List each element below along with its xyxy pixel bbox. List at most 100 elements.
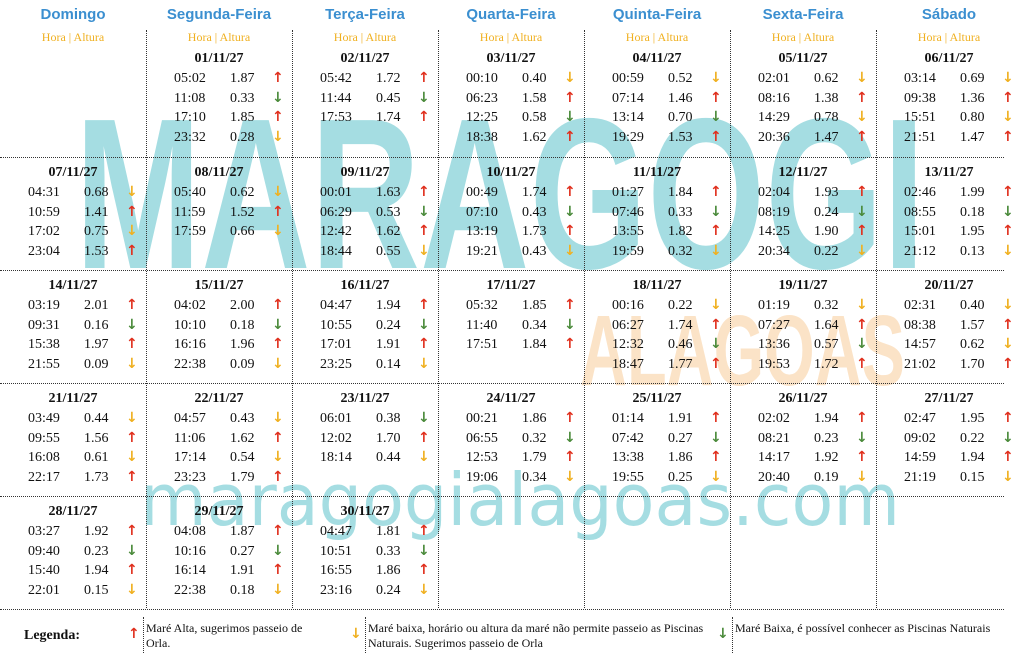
tide-arrow: ↓ <box>126 410 138 426</box>
tide-time: 12:42 <box>320 224 352 239</box>
tide-time: 07:10 <box>466 204 498 220</box>
tide-arrow: ↓ <box>272 316 284 333</box>
tide-height: 1.95 <box>960 411 985 426</box>
tide-arrow: ↓ <box>272 89 284 106</box>
cell-date: 13/11/27 <box>924 165 974 180</box>
tide-time: 03:27 <box>28 524 60 539</box>
day-header: Quinta-Feira <box>612 6 702 23</box>
tide-time: 22:17 <box>28 469 60 485</box>
tide-arrow: ↓ <box>272 410 284 426</box>
tide-time: 07:27 <box>758 317 790 333</box>
tide-arrow: ↑ <box>856 449 868 465</box>
tide-arrow: ↓ <box>418 89 430 106</box>
cell-date: 09/11/27 <box>340 165 390 180</box>
tide-height: 1.77 <box>668 356 693 372</box>
tide-time: 17:14 <box>174 450 206 465</box>
tide-time: 11:40 <box>466 317 498 333</box>
tide-time: 10:16 <box>174 543 206 559</box>
tide-height: 0.14 <box>376 356 401 372</box>
cell-date: 16/11/27 <box>340 278 390 293</box>
tide-arrow: ↑ <box>1002 128 1014 145</box>
tide-arrow: ↑ <box>272 70 284 86</box>
tide-time: 03:49 <box>28 411 60 426</box>
tide-time: 22:01 <box>28 582 60 598</box>
tide-height: 1.95 <box>960 224 985 239</box>
tide-height: 1.62 <box>230 430 255 446</box>
tide-time: 10:59 <box>28 204 60 220</box>
tide-arrow: ↓ <box>418 242 430 259</box>
legend-divider <box>365 617 366 653</box>
tide-time: 09:55 <box>28 430 60 446</box>
tide-arrow: ↓ <box>710 429 722 446</box>
cell-date: 29/11/27 <box>194 504 244 519</box>
tide-arrow: ↑ <box>272 523 284 539</box>
tide-time: 21:12 <box>904 243 936 259</box>
cell-date: 30/11/27 <box>340 504 390 519</box>
tide-height: 0.09 <box>230 356 255 372</box>
tide-height: 1.84 <box>522 337 547 352</box>
tide-height: 1.41 <box>84 204 109 220</box>
tide-time: 00:16 <box>612 298 644 313</box>
tide-height: 0.57 <box>814 337 839 352</box>
tide-time: 23:04 <box>28 243 60 259</box>
tide-time: 06:27 <box>612 317 644 333</box>
tide-arrow: ↓ <box>710 336 722 352</box>
tide-height: 0.13 <box>960 243 985 259</box>
tide-height: 0.52 <box>668 71 693 86</box>
tide-arrow: ↑ <box>856 128 868 145</box>
tide-height: 1.96 <box>230 337 255 352</box>
tide-height: 1.99 <box>960 185 985 200</box>
watermark-main: MARAGOGI <box>75 73 925 314</box>
tide-height: 1.57 <box>960 317 985 333</box>
tide-arrow: ↓ <box>1002 109 1014 125</box>
tide-time: 02:31 <box>904 298 936 313</box>
tide-time: 17:59 <box>174 224 206 239</box>
tide-arrow: ↑ <box>710 355 722 372</box>
tide-time: 02:02 <box>758 411 790 426</box>
column-subheader: Hora | Altura <box>625 30 689 44</box>
tide-height: 1.84 <box>668 185 693 200</box>
tide-time: 16:16 <box>174 337 206 352</box>
cell-date: 17/11/27 <box>486 278 536 293</box>
tide-height: 0.80 <box>960 110 985 125</box>
tide-time: 22:38 <box>174 582 206 598</box>
tide-time: 22:38 <box>174 356 206 372</box>
legend-divider <box>143 617 144 653</box>
tide-time: 01:27 <box>612 185 644 200</box>
tide-arrow: ↓ <box>564 316 576 333</box>
tide-height: 1.94 <box>814 411 839 426</box>
tide-height: 0.33 <box>376 543 401 559</box>
column-subheader: Hora | Altura <box>333 30 397 44</box>
tide-height: 1.70 <box>376 430 401 446</box>
tide-arrow: ↑ <box>1002 316 1014 333</box>
tide-time: 04:47 <box>320 298 352 313</box>
tide-height: 0.18 <box>960 204 985 220</box>
tide-time: 23:32 <box>174 129 206 145</box>
cell-date: 26/11/27 <box>778 391 828 406</box>
tide-time: 07:46 <box>612 204 644 220</box>
tide-time: 13:14 <box>612 110 644 125</box>
tide-time: 11:59 <box>174 204 206 220</box>
tide-time: 14:59 <box>904 450 936 465</box>
tide-time: 01:14 <box>612 411 644 426</box>
tide-height: 1.74 <box>376 110 401 125</box>
tide-time: 15:51 <box>904 110 936 125</box>
tide-arrow: ↑ <box>126 468 138 485</box>
cell-date: 06/11/27 <box>924 51 974 66</box>
tide-arrow: ↓ <box>710 468 722 485</box>
day-header: Sábado <box>921 6 977 23</box>
tide-arrow: ↓ <box>856 70 868 86</box>
tide-arrow: ↑ <box>418 109 430 125</box>
tide-height: 1.72 <box>376 71 401 86</box>
tide-arrow: ↓ <box>856 336 868 352</box>
column-divider <box>730 30 731 608</box>
tide-time: 19:29 <box>612 129 644 145</box>
tide-time: 14:17 <box>758 450 790 465</box>
column-divider <box>438 30 439 608</box>
tide-time: 11:44 <box>320 90 352 106</box>
tide-time: 06:55 <box>466 430 498 446</box>
tide-time: 02:01 <box>758 71 790 86</box>
tide-arrow: ↑ <box>564 449 576 465</box>
tide-time: 23:16 <box>320 582 352 598</box>
column-divider <box>584 30 585 608</box>
